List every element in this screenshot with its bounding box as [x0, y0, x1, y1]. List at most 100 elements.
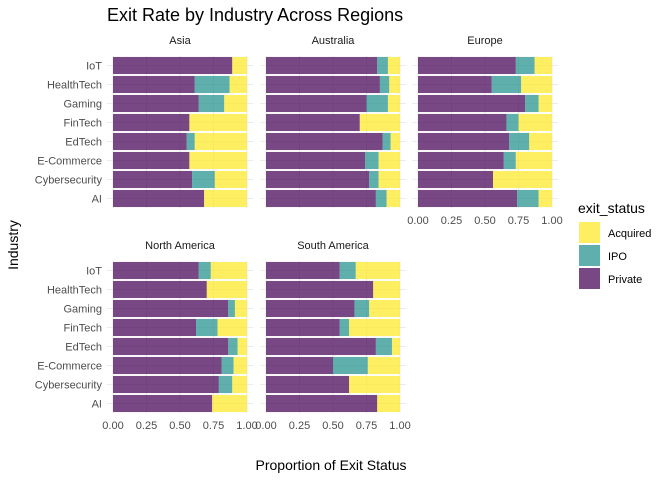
bar-segment-private — [266, 151, 366, 170]
bar-segment-ipo — [186, 132, 195, 151]
bar-segment-acquired — [367, 356, 400, 375]
bar-segment-ipo — [366, 94, 388, 113]
bar-segment-acquired — [493, 170, 552, 189]
bar-segment-ipo — [339, 261, 356, 280]
facet-south-america: South America 0.00 0.25 0.50 0.75 1.00 — [255, 240, 410, 432]
bar-segment-private — [418, 132, 510, 151]
bar-segment-acquired — [373, 280, 400, 299]
bar-segment-ipo — [506, 113, 519, 132]
bar-segment-acquired — [234, 299, 247, 318]
y-tick-label: Gaming — [63, 304, 102, 316]
bar-segment-ipo — [517, 189, 539, 208]
x-tick-label: 0.00 — [255, 420, 276, 432]
x-tick-label: 0.00 — [102, 420, 123, 432]
facet-strip-label: Asia — [169, 35, 191, 47]
x-tick-labels: 0.00 0.25 0.50 0.75 1.00 — [102, 420, 257, 432]
bar-segment-acquired — [529, 132, 552, 151]
bar-segment-ipo — [375, 189, 387, 208]
bar-segment-private — [418, 113, 507, 132]
bar-segment-private — [266, 132, 383, 151]
bar-segment-private — [113, 337, 229, 356]
bar-segment-acquired — [387, 94, 400, 113]
bar-segment-ipo — [503, 151, 516, 170]
bar-segment-private — [113, 75, 195, 94]
bar-segment-acquired — [534, 56, 552, 75]
bar-segment-private — [266, 261, 340, 280]
y-tick-label: FinTech — [63, 118, 102, 130]
y-tick-label: IoT — [86, 61, 102, 73]
bar-segment-acquired — [518, 113, 552, 132]
legend-label: Private — [608, 274, 642, 286]
x-tick-label: 0.75 — [203, 420, 224, 432]
bar-segment-private — [266, 356, 333, 375]
y-tick-label: Cybersecurity — [35, 380, 103, 392]
bar-segment-ipo — [377, 56, 388, 75]
bar-segment-ipo — [196, 318, 218, 337]
bar-segment-acquired — [214, 170, 247, 189]
bar-segment-ipo — [218, 375, 233, 394]
bar-segment-private — [113, 318, 197, 337]
x-tick-label: 1.00 — [541, 215, 562, 227]
bar-segment-ipo — [198, 94, 225, 113]
bar-segment-acquired — [521, 75, 552, 94]
y-tick-label: Gaming — [63, 99, 102, 111]
legend-label: Acquired — [608, 228, 651, 240]
bar-segment-private — [266, 280, 374, 299]
legend-key-ipo — [579, 245, 600, 266]
y-tick-label: AI — [92, 399, 102, 411]
bar-segment-ipo — [509, 132, 530, 151]
legend-label: IPO — [608, 251, 627, 263]
bar-segment-ipo — [525, 94, 539, 113]
bars — [266, 261, 400, 413]
x-tick-labels: 0.00 0.25 0.50 0.75 1.00 — [255, 420, 410, 432]
bar-segment-ipo — [221, 356, 234, 375]
bar-segment-private — [266, 299, 355, 318]
bar-segment-acquired — [189, 151, 247, 170]
bar-segment-ipo — [333, 356, 368, 375]
bar-segment-acquired — [369, 299, 400, 318]
bar-segment-ipo — [369, 170, 379, 189]
y-tick-label: FinTech — [63, 323, 102, 335]
bars — [113, 261, 247, 413]
x-tick-label: 0.50 — [169, 420, 190, 432]
bar-segment-acquired — [189, 113, 247, 132]
facet-strip-label: Europe — [467, 35, 502, 47]
bar-segment-private — [113, 280, 207, 299]
bar-segment-acquired — [232, 375, 247, 394]
x-axis-title: Proportion of Exit Status — [256, 457, 407, 473]
x-tick-label: 1.00 — [236, 420, 257, 432]
bar-segment-acquired — [538, 94, 552, 113]
bar-segment-private — [418, 75, 492, 94]
bar-segment-private — [113, 151, 190, 170]
bar-segment-private — [418, 189, 518, 208]
bar-segment-private — [266, 56, 378, 75]
bar-segment-acquired — [212, 394, 247, 413]
y-tick-label: EdTech — [65, 342, 102, 354]
bar-segment-ipo — [365, 151, 379, 170]
bar-segment-ipo — [192, 170, 215, 189]
bar-segment-acquired — [229, 75, 247, 94]
bar-segment-private — [266, 113, 360, 132]
bar-segment-private — [113, 170, 193, 189]
bars — [418, 56, 552, 208]
bar-segment-acquired — [194, 132, 247, 151]
y-tick-labels: IoT HealthTech Gaming FinTech EdTech E-Commer… — [35, 61, 103, 206]
bar-segment-acquired — [378, 170, 400, 189]
x-tick-label: 0.25 — [441, 215, 462, 227]
facet-north-america: North America IoT HealthTech Gaming FinTech E… — [35, 240, 258, 432]
bar-segment-acquired — [204, 189, 247, 208]
bar-segment-private — [266, 318, 340, 337]
legend-title: exit_status — [578, 200, 645, 216]
bar-segment-acquired — [232, 56, 247, 75]
bar-segment-acquired — [359, 113, 400, 132]
y-axis-title: Industry — [5, 220, 21, 270]
y-tick-label: HealthTech — [47, 285, 102, 297]
bar-segment-ipo — [375, 337, 392, 356]
y-tick-label: Cybersecurity — [35, 175, 103, 187]
bar-segment-private — [266, 170, 370, 189]
bar-segment-acquired — [386, 189, 400, 208]
legend-key-acquired — [579, 222, 600, 243]
bar-segment-private — [266, 394, 378, 413]
bar-segment-ipo — [382, 132, 391, 151]
